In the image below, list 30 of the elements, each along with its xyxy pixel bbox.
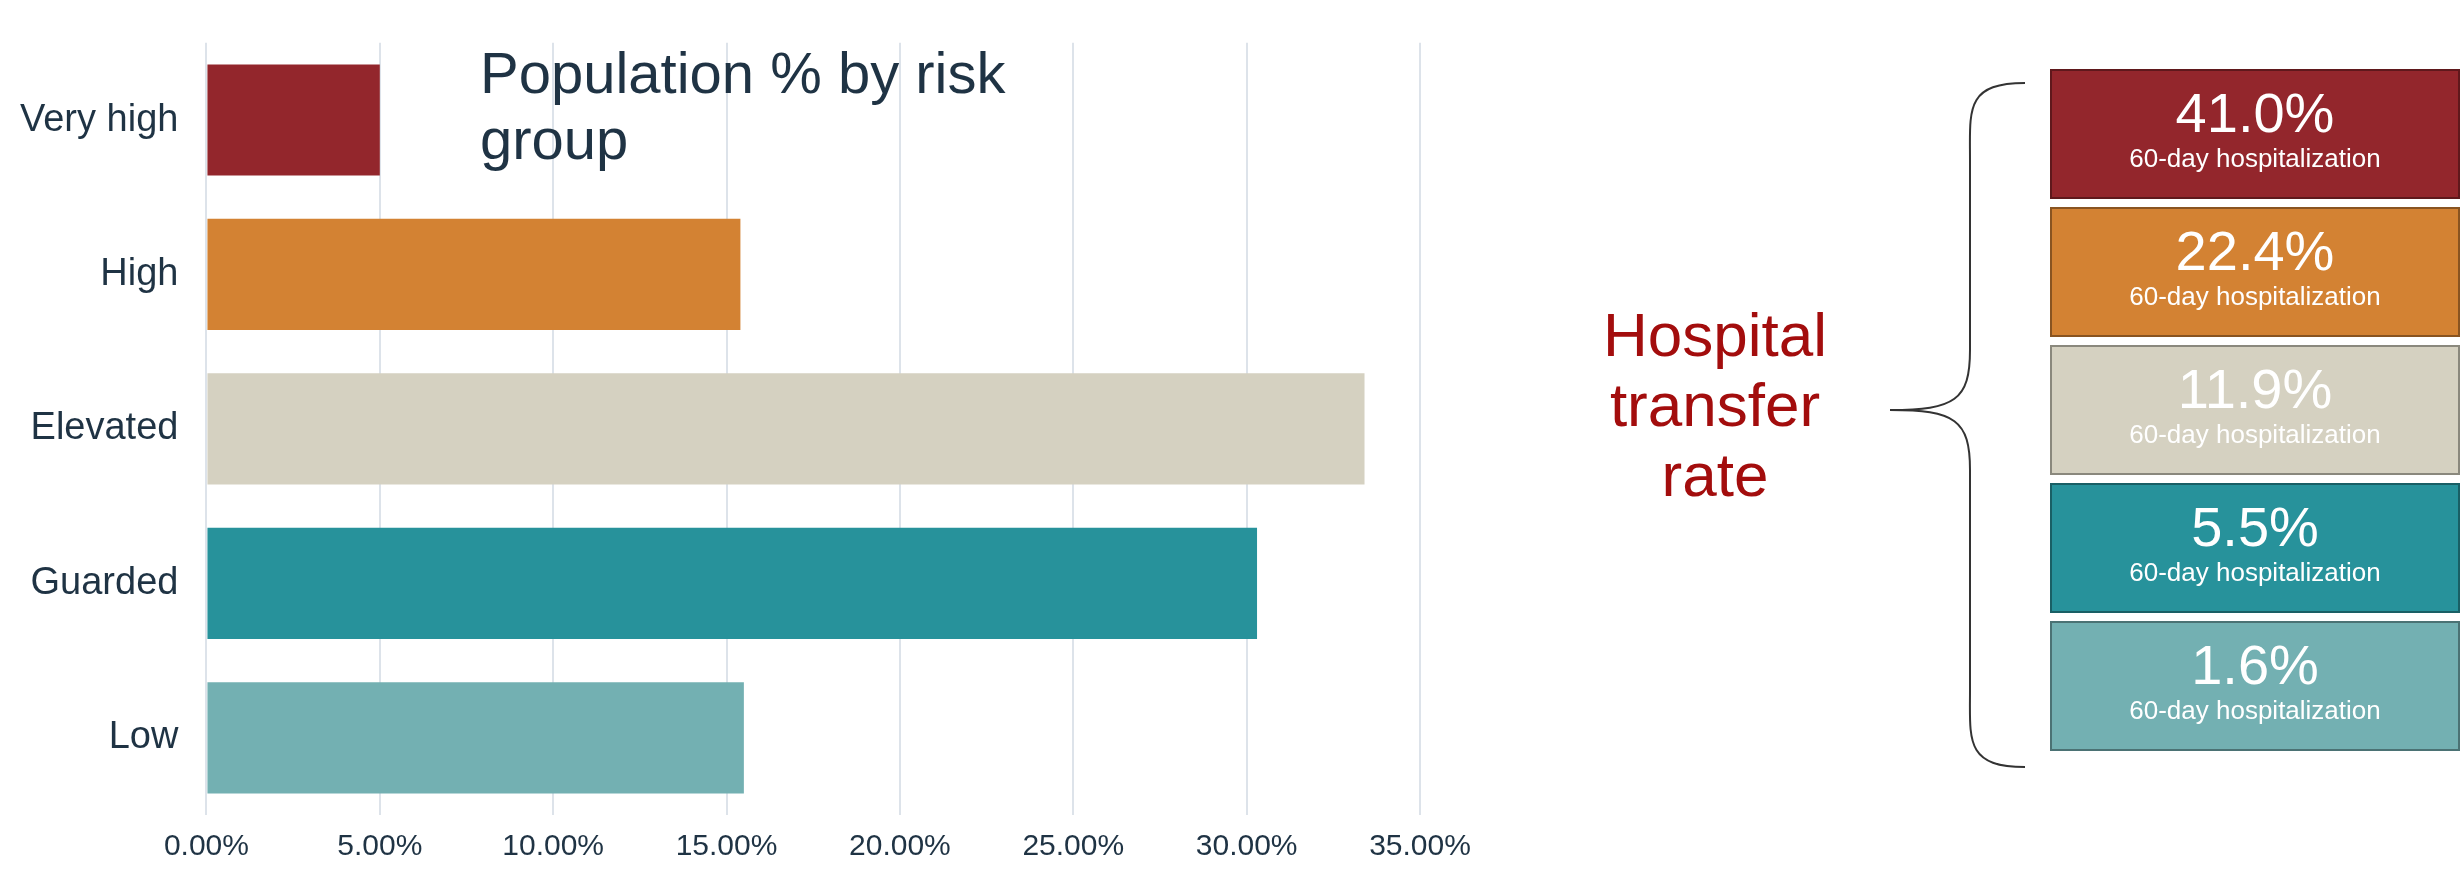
data-label: 41.0% [2174, 81, 2336, 144]
text: 60-day hospitalization [2128, 281, 2382, 311]
data-label: 5.5% [2190, 495, 2320, 558]
x-tick-label: 10.00% [502, 828, 605, 862]
text: 60-day hospitalization [2128, 419, 2382, 449]
y-tick-label: Very high [19, 96, 179, 139]
y-tick-label: Elevated [30, 405, 179, 448]
data-label: 1.6% [2190, 633, 2320, 696]
text: 60-day hospitalization [2128, 695, 2382, 725]
y-tick-label: High [100, 250, 179, 293]
x-tick-label: 15.00% [675, 828, 778, 862]
x-tick-label: 0.00% [163, 828, 249, 862]
x-tick-label: 20.00% [849, 828, 951, 862]
x-tick-label: 30.00% [1195, 828, 1298, 862]
data-label: 22.4% [2174, 219, 2336, 282]
x-tick-label: 35.00% [1369, 828, 1471, 862]
bar [207, 373, 1365, 485]
text: 60-day hospitalization [2128, 557, 2382, 587]
y-tick-label: Guarded [30, 559, 179, 602]
y-tick-label: Low [108, 714, 179, 757]
data-label: 11.9% [2176, 357, 2334, 420]
x-tick-label: 5.00% [337, 828, 423, 862]
text: Population % by risk group [480, 40, 1007, 172]
x-tick-label: 25.00% [1022, 828, 1125, 862]
bar [207, 64, 380, 176]
bar [207, 682, 744, 794]
bar [207, 527, 1258, 639]
text: Hospital transfer rate [1602, 300, 1828, 510]
text: 60-day hospitalization [2128, 143, 2382, 173]
bar [207, 218, 741, 331]
